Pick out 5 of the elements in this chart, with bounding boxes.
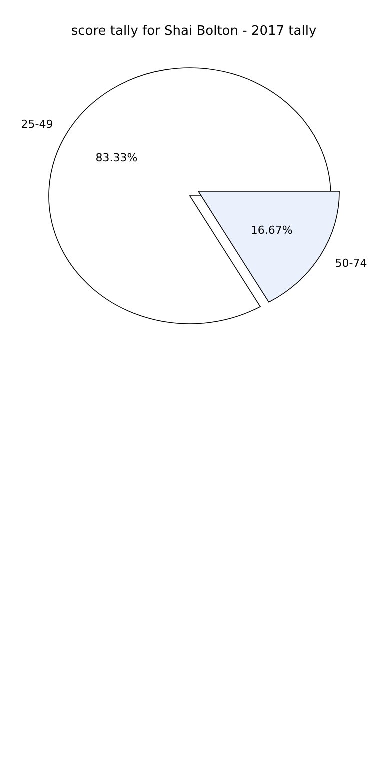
data-label: 83.33%	[96, 151, 138, 164]
slice-label: 50-74	[335, 257, 368, 270]
slice-label: 25-49	[21, 118, 54, 132]
chart-title: score tally for Shai Bolton - 2017 tally	[71, 24, 317, 39]
data-label: 16.67%	[250, 224, 293, 237]
